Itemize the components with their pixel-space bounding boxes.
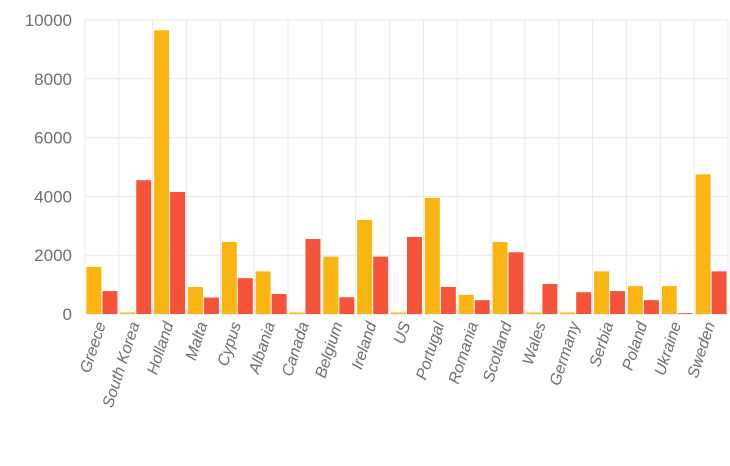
x-tick-label: US (391, 320, 414, 347)
x-tick-label: Ireland (349, 319, 381, 372)
bar-ireland-series-2[interactable] (373, 256, 389, 314)
bar-serbia-series-2[interactable] (610, 291, 626, 314)
x-tick-label: Poland (620, 319, 652, 373)
bar-ukraine-series-1[interactable] (661, 286, 677, 314)
bar-holland-series-2[interactable] (170, 191, 186, 314)
bar-cypus-series-1[interactable] (221, 241, 237, 314)
bar-serbia-series-1[interactable] (594, 271, 610, 314)
x-tick-label: Serbia (587, 320, 617, 369)
bar-sweden-series-1[interactable] (695, 174, 711, 314)
bar-us-series-1[interactable] (391, 312, 406, 315)
x-tick-label: Cypus (215, 320, 245, 368)
x-tick-label: Sweden (685, 320, 719, 380)
bar-albania-series-2[interactable] (271, 294, 287, 314)
grid-lines (84, 19, 729, 315)
x-tick-label: Holland (144, 319, 177, 377)
y-tick-label: 2000 (34, 246, 72, 265)
bar-canada-series-1[interactable] (289, 312, 305, 315)
bar-sweden-series-2[interactable] (711, 271, 727, 314)
bar-wales-series-2[interactable] (542, 284, 558, 314)
bar-malta-series-2[interactable] (203, 297, 219, 314)
bar-south-korea-series-1[interactable] (120, 312, 136, 315)
bar-belgium-series-2[interactable] (339, 297, 355, 314)
x-tick-label: Wales (520, 320, 550, 367)
bar-scotland-series-2[interactable] (508, 252, 524, 314)
x-tick-label: Portugal (414, 320, 449, 382)
bar-romania-series-1[interactable] (458, 294, 474, 314)
bar-ukraine-series-2[interactable] (677, 313, 693, 314)
bar-canada-series-2[interactable] (305, 239, 321, 314)
bar-wales-series-1[interactable] (526, 312, 542, 315)
x-tick-label: Germany (547, 319, 584, 388)
y-tick-label: 8000 (34, 70, 72, 89)
bar-germany-series-2[interactable] (576, 292, 592, 314)
y-axis: 0 2000 4000 6000 8000 10000 (25, 11, 72, 324)
x-tick-label: Canada (279, 320, 313, 379)
bar-cypus-series-2[interactable] (237, 278, 253, 314)
bar-scotland-series-1[interactable] (492, 241, 508, 314)
bar-us-series-2[interactable] (407, 236, 422, 314)
x-tick-label: Belgium (313, 320, 347, 380)
x-tick-label: Greece (77, 320, 109, 375)
bar-romania-series-2[interactable] (474, 300, 490, 314)
bar-greece-series-2[interactable] (102, 291, 118, 314)
bar-portugal-series-1[interactable] (424, 197, 440, 314)
bar-portugal-series-2[interactable] (440, 286, 456, 314)
y-tick-label: 6000 (34, 129, 72, 148)
bar-greece-series-1[interactable] (86, 266, 102, 314)
bar-poland-series-2[interactable] (643, 300, 659, 314)
bar-holland-series-1[interactable] (154, 30, 170, 314)
y-tick-label: 0 (63, 305, 72, 324)
x-tick-label: Ukraine (652, 320, 685, 378)
bar-south-korea-series-2[interactable] (136, 180, 152, 314)
x-tick-label: Scotland (480, 319, 516, 385)
bar-ireland-series-1[interactable] (357, 219, 373, 314)
x-tick-label: Malta (183, 320, 211, 363)
bar-germany-series-1[interactable] (560, 312, 576, 315)
bars (86, 30, 727, 315)
x-tick-label: Albania (246, 320, 279, 377)
x-tick-label: Romania (446, 320, 482, 386)
bar-albania-series-1[interactable] (255, 271, 271, 314)
y-tick-label: 10000 (25, 11, 72, 30)
y-tick-label: 4000 (34, 187, 72, 206)
bar-poland-series-1[interactable] (627, 286, 643, 314)
bar-malta-series-1[interactable] (187, 286, 203, 314)
bar-belgium-series-1[interactable] (323, 256, 339, 314)
